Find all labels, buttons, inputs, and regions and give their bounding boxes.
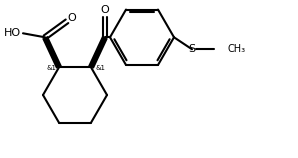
Text: O: O <box>68 13 76 23</box>
Text: &1: &1 <box>46 65 56 71</box>
Text: &1: &1 <box>95 65 105 71</box>
Text: O: O <box>101 5 109 15</box>
Text: CH₃: CH₃ <box>228 44 246 54</box>
Text: HO: HO <box>4 28 21 38</box>
Text: S: S <box>188 44 195 54</box>
